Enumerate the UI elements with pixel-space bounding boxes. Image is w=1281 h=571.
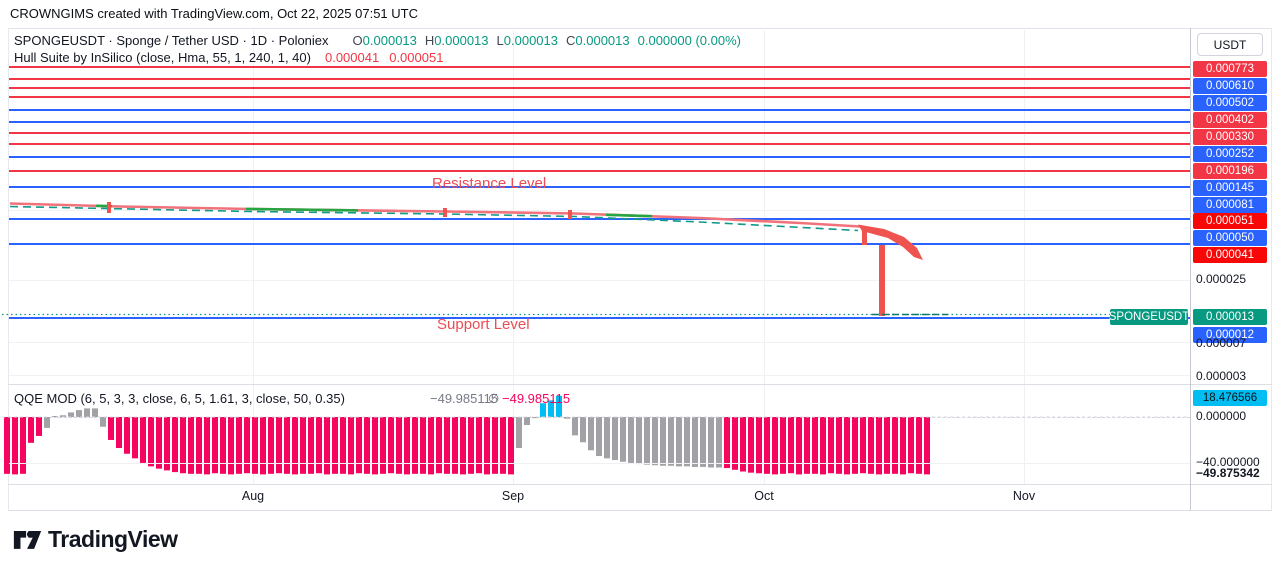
ohlc-key: L — [496, 33, 504, 48]
price-scale-tick: −40.000000 — [1196, 455, 1260, 469]
time-axis-border-top — [8, 484, 1272, 485]
time-axis-border-bottom — [8, 510, 1272, 511]
time-axis-label: Aug — [241, 489, 265, 503]
price-scale-tick: 0.000003 — [1196, 369, 1247, 383]
price-scale-label: 0.000081 — [1193, 197, 1267, 213]
price-scale-separator — [1190, 28, 1191, 510]
time-axis-label: Nov — [1012, 489, 1036, 503]
price-scale-label: 0.000012 — [1193, 327, 1267, 343]
support-line[interactable] — [9, 243, 1190, 245]
main-price-pane[interactable] — [0, 30, 1190, 384]
pane-separator[interactable] — [8, 384, 1272, 385]
price-gridline — [9, 280, 1190, 281]
widget-border-right — [1271, 28, 1272, 510]
qqe-mod-title[interactable]: QQE MOD (6, 5, 3, 3, close, 6, 5, 1.61, … — [14, 391, 345, 406]
resistance-line[interactable] — [9, 170, 1190, 172]
price-scale-label: 0.000051 — [1193, 213, 1267, 229]
month-gridline — [253, 30, 254, 484]
hull-suite-legend[interactable]: Hull Suite by InSilico (close, Hma, 55, … — [14, 50, 453, 65]
attribution-header: CROWNGIMS created with TradingView.com, … — [10, 6, 418, 21]
price-gridline — [9, 210, 1190, 211]
ohlc-value: 0.000013 — [434, 33, 489, 48]
support-line[interactable] — [9, 109, 1190, 111]
support-level-label[interactable]: Support Level — [437, 316, 530, 333]
month-gridline — [764, 30, 765, 484]
ohlc-key: O — [352, 33, 363, 48]
price-scale-tick: 0.000025 — [1196, 272, 1247, 286]
support-line[interactable] — [9, 121, 1190, 123]
price-scale-tick: −49.875342 — [1196, 466, 1260, 480]
resistance-line[interactable] — [9, 87, 1190, 89]
ohlc-value: 0.000000 (0.00%) — [637, 33, 741, 48]
price-scale-tick: 0.000000 — [1196, 409, 1247, 423]
price-scale-label: 0.000050 — [1193, 230, 1267, 246]
symbol-legend[interactable]: SPONGEUSDT · Sponge / Tether USD · 1D · … — [14, 33, 741, 48]
resistance-line[interactable] — [9, 143, 1190, 145]
price-scale-label: 0.000330 — [1193, 129, 1267, 145]
qqe-empty-set-icon: ∅ — [488, 391, 500, 406]
symbol-price-marker: SPONGEUSDT — [1108, 309, 1190, 325]
time-axis-label: Oct — [754, 489, 774, 503]
hull-suite-title: Hull Suite by InSilico (close, Hma, 55, … — [14, 50, 311, 65]
price-scale-label: 0.000013 — [1193, 309, 1267, 325]
hull-value-1: 0.000041 — [324, 50, 380, 65]
ohlc-key: C — [566, 33, 576, 48]
qqe-muted-value: −49.985115 — [430, 391, 499, 406]
qqe-minus40-gridline — [9, 463, 1190, 464]
price-scale-label: 0.000252 — [1193, 146, 1267, 162]
resistance-line[interactable] — [9, 78, 1190, 80]
tradingview-wordmark[interactable]: TradingView — [48, 526, 178, 552]
price-scale-label: 0.000402 — [1193, 112, 1267, 128]
ohlc-value: 0.000013 — [575, 33, 630, 48]
price-scale-label: 0.000196 — [1193, 163, 1267, 179]
time-axis-label: Sep — [501, 489, 525, 503]
ohlc-values: O0.000013 H0.000013 L0.000013 C0.000013 0.00… — [345, 33, 741, 48]
widget-border-top — [8, 28, 1272, 29]
symbol-title: SPONGEUSDT · Sponge / Tether USD · 1D · … — [14, 33, 329, 48]
qqe-mod-pane[interactable] — [0, 385, 1190, 483]
month-gridline — [513, 30, 514, 484]
resistance-line[interactable] — [9, 66, 1190, 68]
price-scale-label: 0.000041 — [1193, 247, 1267, 263]
price-scale-label: 0.000773 — [1193, 61, 1267, 77]
price-scale-tick: 0.000007 — [1196, 336, 1247, 350]
support-line[interactable] — [9, 186, 1190, 188]
widget-border-left — [8, 28, 9, 510]
hull-value-2: 0.000051 — [389, 50, 444, 65]
ohlc-key: H — [424, 33, 435, 48]
resistance-level-label[interactable]: Resistance Level — [432, 175, 547, 192]
price-scale-label: 0.000502 — [1193, 95, 1267, 111]
ohlc-value: 0.000013 — [503, 33, 558, 48]
resistance-line[interactable] — [9, 96, 1190, 98]
price-scale-label: 0.000145 — [1193, 180, 1267, 196]
tradingview-logo-icon[interactable] — [12, 527, 44, 552]
price-gridline — [9, 375, 1190, 376]
price-gridline — [9, 342, 1190, 343]
support-line[interactable] — [9, 317, 1190, 319]
resistance-line[interactable] — [9, 132, 1190, 134]
qqe-current-value: −49.985115 — [502, 391, 571, 406]
support-line[interactable] — [9, 218, 1190, 220]
month-gridline — [1024, 30, 1025, 484]
price-scale-label: 18.476566 — [1193, 390, 1267, 406]
ohlc-value: 0.000013 — [362, 33, 417, 48]
support-line[interactable] — [9, 156, 1190, 158]
price-scale-label: 0.000610 — [1193, 78, 1267, 94]
currency-toggle-button[interactable]: USDT — [1197, 33, 1263, 56]
